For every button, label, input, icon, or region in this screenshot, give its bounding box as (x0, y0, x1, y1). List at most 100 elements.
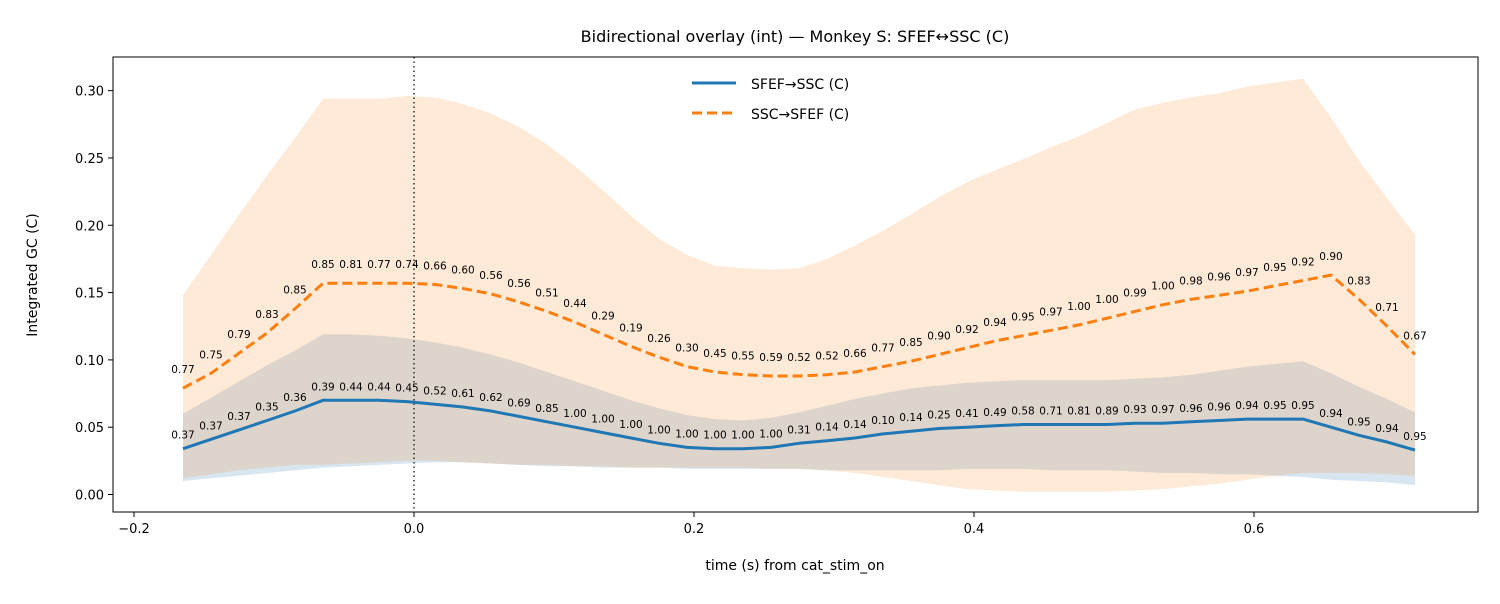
point-label: 0.71 (1039, 406, 1062, 418)
point-label: 0.85 (311, 259, 334, 271)
point-label: 0.92 (955, 324, 978, 336)
point-label: 0.60 (451, 265, 474, 277)
point-label: 0.29 (591, 310, 614, 322)
point-label: 0.85 (535, 403, 558, 415)
y-tick-label: 0.10 (75, 354, 104, 369)
point-label: 0.97 (1039, 306, 1062, 318)
point-label: 0.85 (283, 285, 306, 297)
point-label: 1.00 (759, 428, 782, 440)
x-tick-label: 0.2 (684, 522, 705, 537)
point-label: 0.10 (871, 415, 894, 427)
point-label: 0.45 (703, 348, 726, 360)
point-label: 1.00 (1151, 281, 1174, 293)
point-label: 0.81 (1067, 406, 1090, 418)
x-tick-label: 0.4 (964, 522, 985, 537)
point-label: 0.94 (1375, 423, 1399, 435)
point-label: 0.62 (479, 392, 502, 404)
point-label: 0.41 (955, 408, 978, 420)
line-series-1 (182, 273, 1417, 390)
point-label: 0.69 (507, 397, 530, 409)
x-tick-label: 0.0 (404, 522, 425, 537)
point-label: 0.79 (227, 329, 250, 341)
point-label: 1.00 (731, 430, 754, 442)
point-label: 0.59 (759, 352, 782, 364)
point-label: 0.97 (1151, 404, 1174, 416)
point-label: 0.52 (423, 385, 446, 397)
point-label: 0.83 (255, 309, 278, 321)
point-label: 0.51 (535, 287, 558, 299)
chart-title: Bidirectional overlay (int) — Monkey S: … (581, 27, 1010, 46)
point-label: 1.00 (1095, 294, 1118, 306)
point-label: 1.00 (563, 408, 586, 420)
point-label: 0.95 (1291, 400, 1314, 412)
point-label: 1.00 (591, 414, 614, 426)
point-label: 0.30 (675, 343, 698, 355)
point-label: 0.98 (1179, 275, 1202, 287)
point-label: 0.74 (395, 259, 419, 271)
point-label: 0.19 (619, 322, 642, 334)
point-label: 0.96 (1207, 402, 1231, 414)
point-label: 0.37 (171, 430, 194, 442)
confidence-bands (183, 78, 1415, 492)
point-label: 0.94 (1235, 400, 1259, 412)
point-label: 0.71 (1375, 302, 1398, 314)
point-label: 0.37 (199, 420, 222, 432)
point-label: 0.52 (787, 352, 810, 364)
point-label: 0.97 (1235, 267, 1258, 279)
point-label: 0.66 (423, 261, 447, 273)
point-label: 0.95 (1347, 416, 1370, 428)
point-label: 0.90 (1319, 251, 1342, 263)
y-tick-label: 0.00 (75, 489, 104, 504)
point-label: 0.77 (367, 259, 390, 271)
plot-frame (112, 56, 1479, 513)
series-lines (182, 273, 1417, 452)
x-tick-label: 0.6 (1244, 522, 1265, 537)
point-label: 0.66 (843, 348, 867, 360)
point-label: 0.37 (227, 411, 250, 423)
point-label: 0.35 (255, 402, 278, 414)
point-label: 0.31 (787, 424, 810, 436)
point-label: 1.00 (619, 419, 642, 431)
point-label: 0.92 (1291, 257, 1314, 269)
point-label: 0.83 (1347, 275, 1370, 287)
point-label: 0.96 (1179, 403, 1203, 415)
band-series-0 (183, 334, 1415, 486)
band-series-1 (183, 78, 1415, 492)
point-label: 0.93 (1123, 404, 1146, 416)
point-label: 0.56 (479, 270, 503, 282)
point-label: 0.89 (1095, 406, 1118, 418)
point-label: 0.14 (843, 419, 867, 431)
point-label: 0.45 (395, 383, 418, 395)
point-label: 0.58 (1011, 406, 1034, 418)
point-label: 0.67 (1403, 331, 1426, 343)
y-tick-label: 0.30 (75, 85, 104, 100)
legend-label-sfef-ssc: SFEF→SSC (C) (751, 77, 849, 93)
point-label: 0.14 (899, 412, 923, 424)
point-label: 0.94 (983, 317, 1007, 329)
point-label: 1.00 (647, 424, 670, 436)
point-label: 0.61 (451, 388, 474, 400)
point-label: 0.44 (339, 381, 363, 393)
point-label: 0.95 (1403, 431, 1426, 443)
point-label: 0.26 (647, 333, 671, 345)
y-axis-ticks: 0.00 0.05 0.10 0.15 0.20 0.25 0.30 (75, 85, 113, 504)
y-axis-label: Integrated GC (C) (25, 213, 41, 337)
point-label: 0.85 (899, 337, 922, 349)
point-label: 0.96 (1207, 271, 1231, 283)
point-label: 0.44 (563, 298, 587, 310)
point-label: 1.00 (703, 430, 726, 442)
point-label: 0.44 (367, 381, 391, 393)
legend-label-ssc-sfef: SSC→SFEF (C) (751, 107, 849, 123)
point-label: 0.95 (1011, 312, 1034, 324)
x-axis-label: time (s) from cat_stim_on (705, 558, 884, 574)
x-axis-ticks: −0.2 0.0 0.2 0.4 0.6 (118, 512, 1264, 537)
point-label: 0.56 (507, 278, 531, 290)
point-value-labels: 0.37 0.37 0.37 0.35 0.36 0.39 0.44 0.44 0.45 0.52… (171, 251, 1426, 443)
point-label: 0.90 (927, 331, 950, 343)
point-label: 0.52 (815, 351, 838, 363)
point-label: 0.95 (1263, 262, 1286, 274)
point-label: 0.14 (815, 422, 839, 434)
point-label: 0.25 (927, 410, 950, 422)
point-label: 1.00 (675, 428, 698, 440)
